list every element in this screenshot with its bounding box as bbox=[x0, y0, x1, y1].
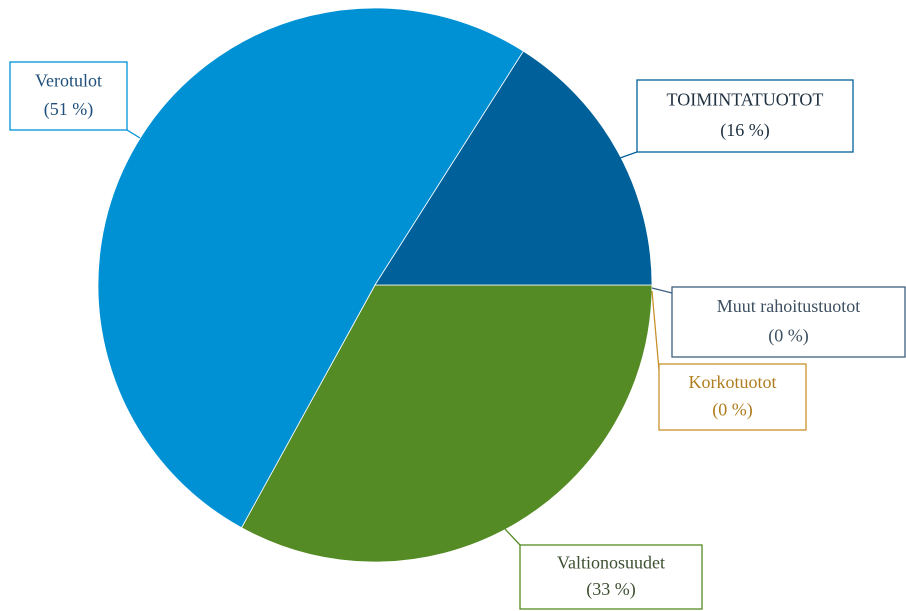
slice-value-label: (33 %) bbox=[586, 579, 635, 600]
slice-value-label: (16 %) bbox=[720, 120, 769, 141]
slice-label: Valtionosuudet bbox=[557, 552, 665, 572]
leader-line bbox=[651, 290, 660, 371]
slice-value-label: (51 %) bbox=[44, 99, 93, 120]
slice-label: Korkotuotot bbox=[689, 372, 777, 392]
slice-label: Muut rahoitustuotot bbox=[717, 296, 861, 316]
pie-slice bbox=[241, 284, 653, 563]
leader-line bbox=[126, 129, 141, 139]
label-box bbox=[671, 286, 906, 358]
slice-value-label: (0 %) bbox=[768, 326, 808, 347]
slice-label: TOIMINTATUOTOT bbox=[667, 90, 824, 110]
leader-line bbox=[504, 528, 521, 546]
slice-label: Verotulot bbox=[35, 71, 102, 91]
pie-slice bbox=[374, 50, 653, 286]
leader-line bbox=[619, 151, 638, 159]
label-box bbox=[9, 61, 128, 131]
slice-value-label: (0 %) bbox=[712, 400, 752, 421]
leader-line bbox=[651, 287, 673, 294]
label-box bbox=[519, 544, 703, 610]
pie-slice bbox=[97, 7, 524, 529]
label-box bbox=[636, 79, 854, 153]
label-box bbox=[658, 363, 807, 431]
